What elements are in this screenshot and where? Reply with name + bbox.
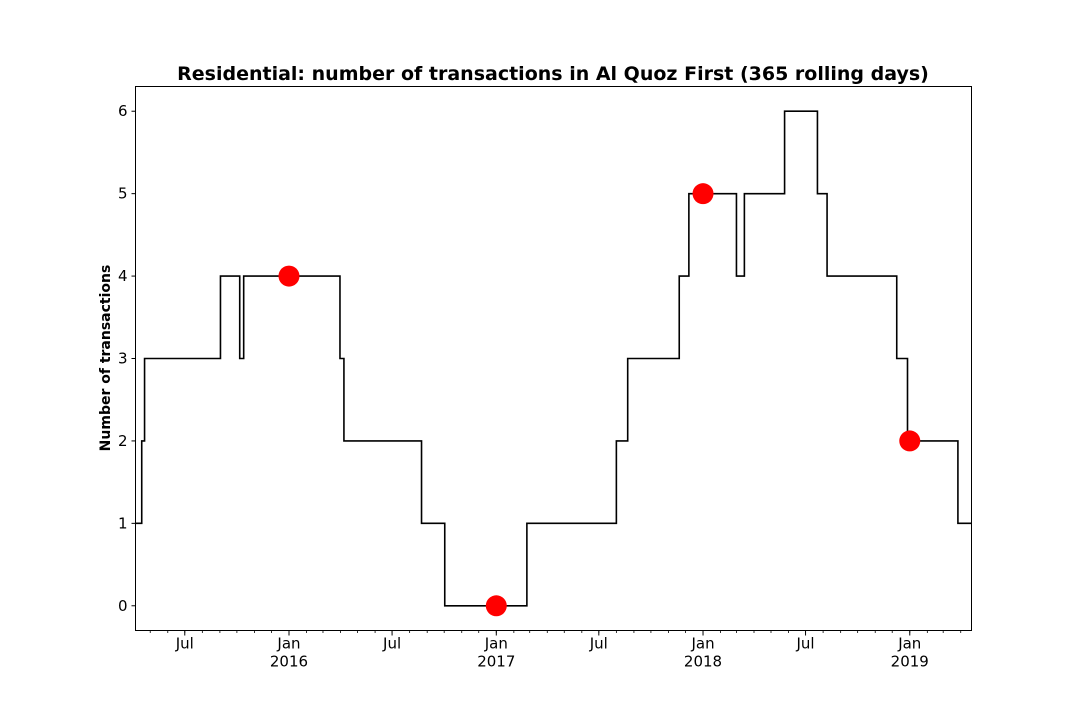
x-tick-label-3: Jan xyxy=(484,635,508,653)
y-tick-label-4: 4 xyxy=(118,267,128,285)
x-tick-label-5: Jan xyxy=(690,635,714,653)
marker-point-2 xyxy=(692,183,714,205)
plot-frame xyxy=(135,86,972,631)
x-tick-year-label-3: 2017 xyxy=(477,653,515,671)
x-tick-label-4: Jul xyxy=(589,635,608,653)
y-tick-label-6: 6 xyxy=(118,102,128,120)
x-tick-year-label-1: 2016 xyxy=(270,653,308,671)
plot-area xyxy=(135,110,972,617)
x-tick-year-label-5: 2018 xyxy=(684,653,722,671)
chart-title: Residential: number of transactions in A… xyxy=(177,63,929,85)
y-axis: 0 1 2 3 4 5 6 xyxy=(118,102,136,615)
x-tick-label-0: Jul xyxy=(175,635,194,653)
series-line-0 xyxy=(135,110,972,607)
y-tick-label-5: 5 xyxy=(118,185,128,203)
y-axis-label: Number of transactions xyxy=(98,265,114,452)
y-tick-label-1: 1 xyxy=(118,514,128,532)
y-tick-label-2: 2 xyxy=(118,432,128,450)
marker-point-1 xyxy=(485,595,507,617)
y-tick-label-0: 0 xyxy=(118,597,128,615)
x-tick-label-2: Jul xyxy=(382,635,401,653)
x-tick-year-label-7: 2019 xyxy=(891,653,929,671)
marker-point-0 xyxy=(278,265,300,287)
x-tick-label-6: Jul xyxy=(795,635,814,653)
marker-point-3 xyxy=(899,430,921,452)
x-tick-label-1: Jan xyxy=(276,635,300,653)
y-tick-label-3: 3 xyxy=(118,350,128,368)
x-tick-label-7: Jan xyxy=(897,635,921,653)
